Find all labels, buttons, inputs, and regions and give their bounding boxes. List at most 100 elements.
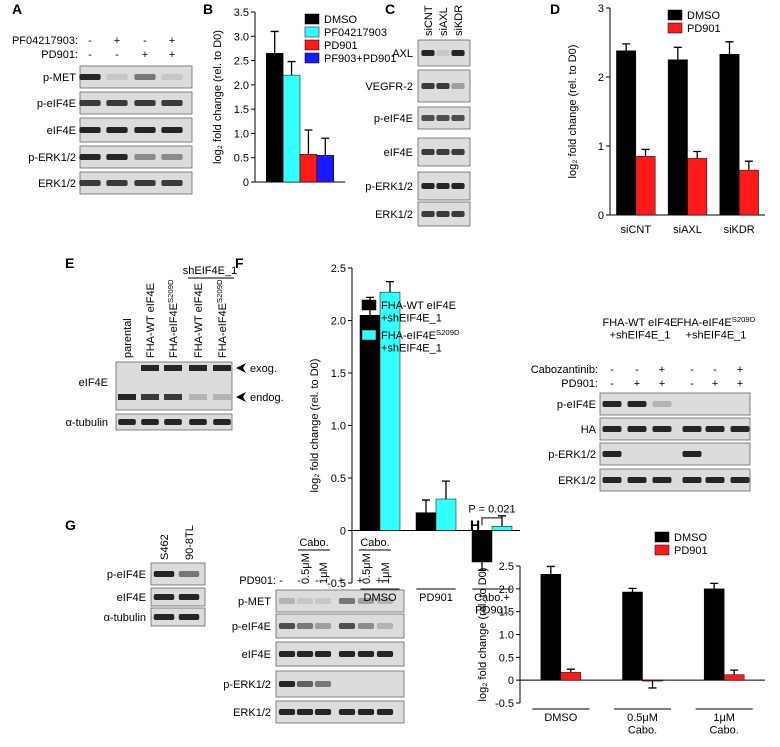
lane-label: parental bbox=[122, 318, 134, 358]
blot-row-label: p-eIF4E bbox=[232, 621, 271, 633]
y-tick-label: 1 bbox=[598, 141, 604, 153]
blot-band bbox=[296, 681, 314, 687]
error-bar bbox=[693, 150, 702, 159]
text-line: +shEIF4E_1 bbox=[610, 330, 671, 342]
text-part: FHA-eIF4E bbox=[677, 317, 732, 329]
blot-band bbox=[278, 681, 296, 687]
blot-row-label: p-ERK1/2 bbox=[223, 679, 271, 691]
blot-band bbox=[134, 100, 156, 106]
blot-band bbox=[153, 571, 175, 577]
text-line: +shEIF4E_1 bbox=[686, 330, 747, 342]
legend-swatch bbox=[304, 52, 320, 64]
blot-band bbox=[451, 115, 465, 121]
blot-band bbox=[164, 365, 182, 371]
y-tick-label: 3.0 bbox=[234, 31, 249, 43]
blot-band bbox=[141, 394, 159, 400]
x-tick-label: Cabo.+ PD901 bbox=[474, 592, 510, 617]
lane-label: siCNT bbox=[423, 5, 435, 36]
treatment-sign: + bbox=[737, 364, 743, 376]
blot-band bbox=[79, 100, 101, 106]
treatment-sign: + bbox=[142, 49, 148, 61]
blot-band bbox=[338, 651, 356, 657]
blot-band bbox=[118, 419, 136, 425]
blot-band bbox=[296, 598, 314, 604]
x-tick-label: 0.5μM Cabo. bbox=[627, 712, 658, 737]
text-line: Cabo.+ bbox=[474, 592, 510, 604]
error-bar bbox=[710, 582, 719, 589]
legend-swatch bbox=[304, 26, 320, 38]
blot-strip bbox=[150, 607, 206, 627]
bar bbox=[622, 591, 643, 681]
legend-label: FHA-eIF4ES209D +shEIF4E_1 bbox=[381, 328, 460, 355]
arrow bbox=[236, 363, 246, 373]
y-tick-label: 2 bbox=[598, 72, 604, 84]
blot-row-label: p-MET bbox=[238, 596, 271, 608]
bar bbox=[316, 155, 334, 183]
blot-band bbox=[436, 149, 450, 155]
bar bbox=[723, 674, 745, 681]
blot-band bbox=[118, 394, 136, 400]
error-bar bbox=[386, 281, 394, 293]
blot-band bbox=[436, 183, 450, 189]
blot-band bbox=[178, 614, 200, 620]
blot-band bbox=[602, 477, 622, 483]
blot-band bbox=[296, 623, 314, 629]
treatment-sign: + bbox=[634, 378, 640, 390]
error-bar bbox=[270, 30, 279, 54]
bar bbox=[667, 59, 688, 216]
x-tick-label: 1μM Cabo. bbox=[709, 712, 738, 737]
treatment-sign: - bbox=[610, 364, 614, 376]
treatment-sign: + bbox=[338, 575, 344, 587]
legend-label: DMSO bbox=[324, 14, 357, 26]
blot-band bbox=[153, 614, 175, 620]
error-bar bbox=[422, 499, 430, 513]
treatment-sign: - bbox=[610, 378, 614, 390]
blot-band bbox=[79, 74, 101, 80]
y-tick-label: 1.5 bbox=[499, 607, 514, 619]
blot-band bbox=[421, 50, 435, 56]
lane-label: siAXL bbox=[438, 7, 450, 36]
blot-band bbox=[436, 83, 450, 89]
text-line: Cabo. bbox=[709, 725, 738, 737]
treatment-sign: + bbox=[712, 378, 718, 390]
bar bbox=[299, 154, 318, 183]
legend-swatch bbox=[304, 39, 320, 51]
blot-band bbox=[421, 183, 435, 189]
blot-band bbox=[451, 149, 465, 155]
text-part: FHA-eIF4E bbox=[168, 303, 180, 358]
lane-label: FHA-eIF4ES209D bbox=[215, 279, 230, 358]
blot-band bbox=[602, 451, 622, 457]
y-tick-label: 0 bbox=[243, 177, 249, 189]
legend-swatch bbox=[667, 9, 683, 21]
group-label: Cabo. bbox=[299, 537, 328, 549]
blot-row-label: AXL bbox=[392, 48, 413, 60]
text-line: FHA-WT eIF4E bbox=[381, 300, 456, 312]
treatment-sign: + bbox=[737, 378, 743, 390]
blot-band bbox=[161, 74, 183, 80]
blot-band bbox=[314, 709, 332, 715]
bar bbox=[359, 315, 381, 531]
y-tick-label: 2.0 bbox=[234, 80, 249, 92]
legend-label: PF903+PD901 bbox=[324, 53, 396, 65]
blot-row-label: ERK1/2 bbox=[375, 209, 413, 221]
blot-band bbox=[189, 419, 207, 425]
legend-label: PD901 bbox=[674, 545, 708, 557]
blot-band bbox=[730, 477, 750, 483]
treatment-sign: - bbox=[690, 378, 694, 390]
y-tick-label: 1.0 bbox=[331, 421, 346, 433]
blot-band bbox=[602, 401, 622, 407]
blot-band bbox=[338, 709, 356, 715]
blot-row-label: p-eIF4E bbox=[557, 399, 596, 411]
panel-label: H bbox=[470, 517, 480, 533]
treatment-label: Cabozantinib: bbox=[531, 364, 598, 376]
treatment-sign: - bbox=[88, 35, 92, 47]
blot-band bbox=[161, 127, 183, 133]
blot-row-label: p-MET bbox=[43, 72, 76, 84]
error-bar bbox=[321, 137, 330, 156]
treatment-label: PF04217903: bbox=[12, 35, 78, 47]
treatment-sign: + bbox=[376, 575, 382, 587]
x-tick-label: DMSO bbox=[544, 712, 577, 724]
blot-row-label: p-ERK1/2 bbox=[548, 449, 596, 461]
blot-band bbox=[79, 127, 101, 133]
treatment-sign: + bbox=[169, 49, 175, 61]
